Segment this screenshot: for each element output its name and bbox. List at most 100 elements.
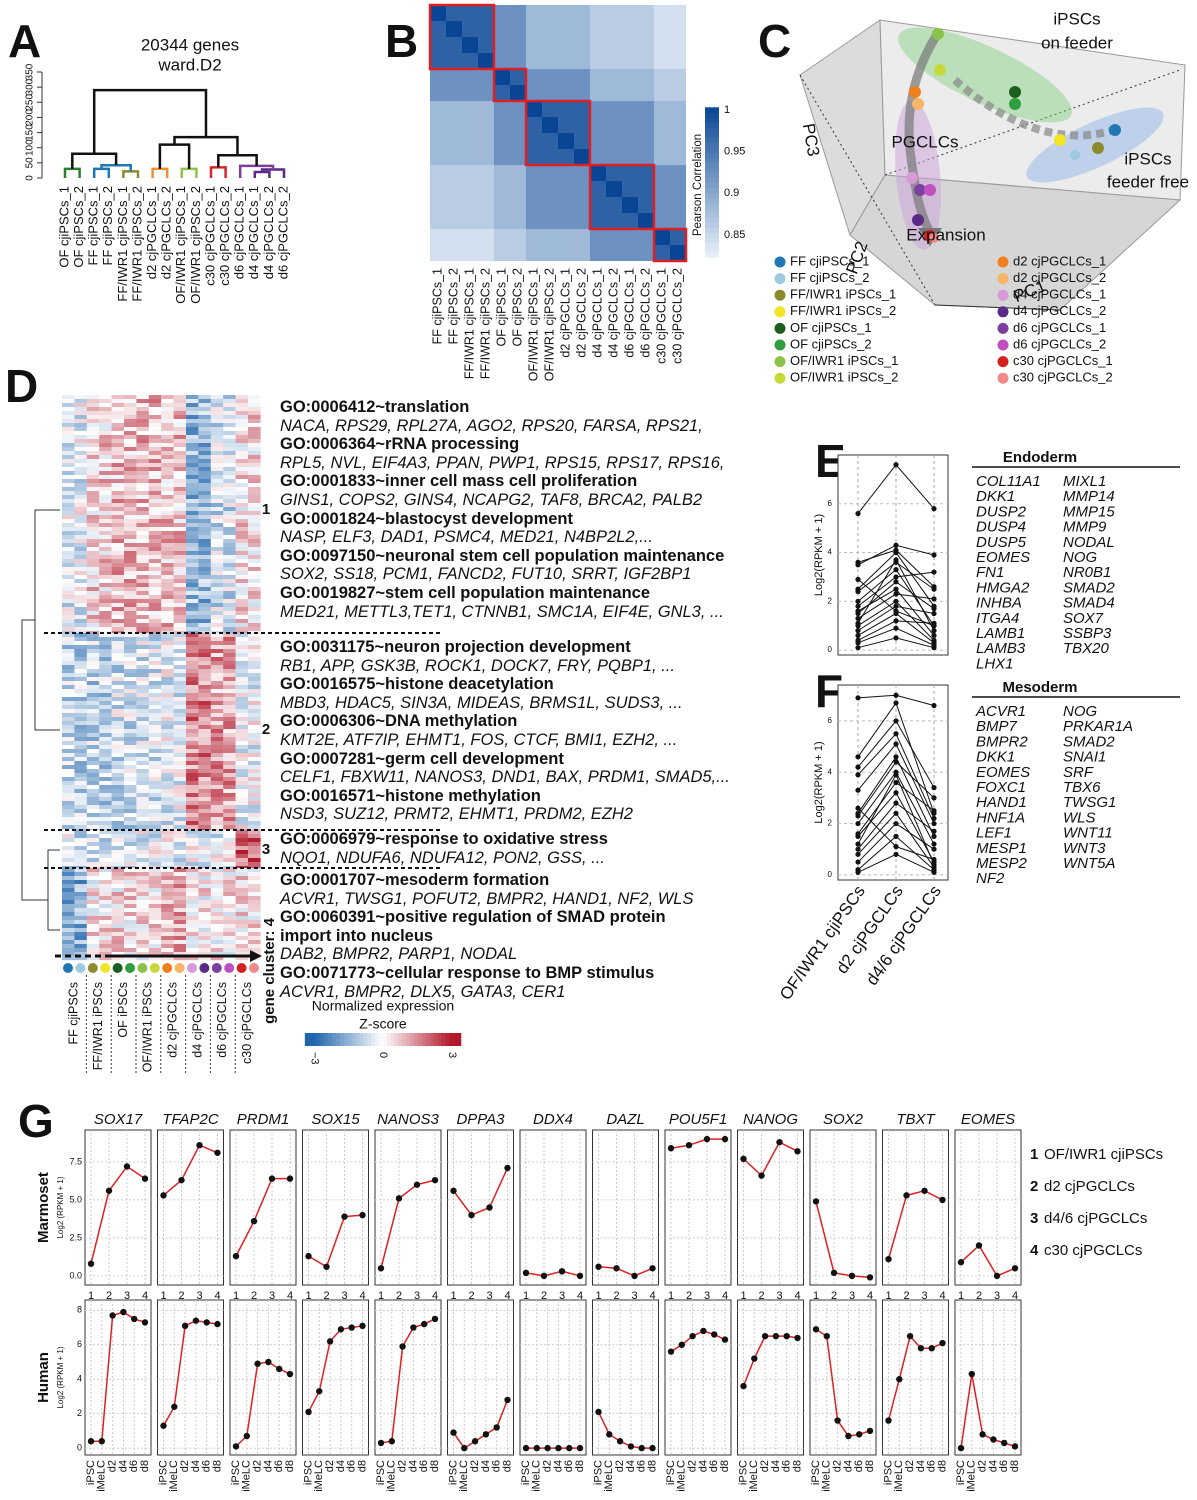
- heatmap-cell: [223, 697, 236, 702]
- heatmap-cell: [62, 579, 75, 584]
- heatmap-cell: [74, 884, 87, 889]
- heatmap-cell: [136, 854, 149, 859]
- heatmap-cell: [124, 435, 137, 440]
- trend-line: [525, 1270, 581, 1277]
- heatmap-cell: [173, 785, 187, 790]
- heatmap-cell: [186, 555, 199, 560]
- heatmap-cell: [161, 701, 174, 706]
- heatmap-cell: [62, 519, 75, 524]
- heatmap-cell: [161, 645, 174, 650]
- heatmap-cell: [223, 862, 236, 867]
- plot-frame: [447, 1129, 514, 1286]
- heatmap-cell: [62, 459, 75, 464]
- expression-point: [493, 1424, 500, 1431]
- heatmap-cell: [173, 527, 187, 532]
- colorbar-step: [355, 1033, 360, 1046]
- heatmap-cell: [161, 623, 174, 628]
- x-tick-label: iMeLC: [168, 1460, 180, 1492]
- heatmap-cell: [111, 527, 125, 532]
- heatmap-cell: [148, 567, 162, 572]
- sample-label: d6 cjPGCLCs: [215, 982, 229, 1058]
- heatmap-cell: [86, 623, 100, 628]
- heatmap-cell: [86, 669, 100, 674]
- heatmap-cell: [99, 451, 112, 456]
- heatmap-cell: [148, 471, 162, 476]
- trend-line: [742, 1141, 798, 1177]
- heatmap-cell: [86, 645, 100, 650]
- colorbar-step: [386, 1033, 392, 1046]
- expression-point: [685, 1141, 693, 1149]
- y-tick-label: 0: [77, 1442, 82, 1452]
- heatmap-cell: [186, 483, 199, 488]
- heatmap-cell: [74, 797, 87, 802]
- plot-frame: [84, 1299, 152, 1456]
- heatmap-cell: [86, 435, 100, 440]
- heatmap-cell: [74, 765, 87, 770]
- heatmap-cell: [210, 789, 224, 794]
- heatmap-cell: [111, 689, 125, 694]
- heatmap-cell: [235, 611, 249, 616]
- x-tick-label: 4: [214, 1290, 220, 1302]
- heatmap-cell: [173, 665, 187, 670]
- heatmap-cell: [136, 495, 149, 500]
- heatmap-cell: [223, 936, 236, 941]
- gene-point: [893, 586, 899, 592]
- table-header: Endoderm: [1003, 449, 1077, 466]
- heatmap-cell: [111, 551, 125, 556]
- heatmap-cell: [235, 916, 249, 921]
- heatmap-cell: [74, 825, 87, 830]
- heatmap-cell: [99, 415, 112, 420]
- heatmap-cell: [198, 543, 211, 548]
- x-tick-label: 2: [323, 1290, 329, 1302]
- heatmap-cell: [161, 439, 174, 444]
- heatmap-cell: [148, 912, 162, 917]
- x-tick-label: iMeLC: [748, 1460, 760, 1492]
- heatmap-cell: [161, 575, 174, 580]
- heatmap-cell: [173, 459, 187, 464]
- heatmap-cell: [186, 677, 199, 682]
- heatmap-cell: [86, 920, 100, 925]
- heatmap-cell: [74, 904, 87, 909]
- heatmap-cell: [111, 821, 125, 826]
- heatmap-cell: [478, 181, 494, 197]
- heatmap-cell: [235, 952, 249, 957]
- heatmap-cell: [111, 571, 125, 576]
- heatmap-cell: [223, 817, 236, 822]
- heatmap-cell: [446, 5, 462, 21]
- heatmap-cell: [235, 579, 249, 584]
- heatmap-cell: [210, 547, 224, 552]
- heatmap-cell: [161, 657, 174, 662]
- heatmap-cell: [223, 587, 236, 592]
- heatmap-cell: [124, 615, 137, 620]
- heatmap-cell: [223, 399, 236, 404]
- heatmap-cell: [248, 479, 261, 484]
- heatmap-cell: [186, 741, 199, 746]
- colorbar-step: [705, 182, 719, 188]
- heatmap-cell: [223, 539, 236, 544]
- heatmap-cell: [622, 165, 638, 181]
- heatmap-cell: [74, 531, 87, 536]
- heatmap-cell: [542, 197, 558, 213]
- heatmap-cell: [148, 765, 162, 770]
- heatmap-cell: [670, 229, 686, 245]
- heatmap-cell: [161, 944, 174, 949]
- heatmap-cell: [198, 611, 211, 616]
- heatmap-cell: [86, 956, 100, 961]
- heatmap-cell: [235, 451, 249, 456]
- heatmap-cell: [210, 479, 224, 484]
- heatmap-cell: [161, 888, 174, 893]
- heatmap-cell: [111, 543, 125, 548]
- colorbar-step: [705, 122, 719, 128]
- heatmap-cell: [62, 685, 75, 690]
- heatmap-cell: [235, 463, 249, 468]
- heatmap-cell: [161, 884, 174, 889]
- heatmap-cell: [74, 523, 87, 528]
- heatmap-cell: [198, 673, 211, 678]
- heatmap-cell: [526, 213, 542, 229]
- heatmap-cell: [478, 229, 494, 245]
- heatmap-cell: [462, 213, 478, 229]
- gene-point: [893, 810, 899, 816]
- heatmap-cell: [124, 777, 137, 782]
- heatmap-cell: [198, 830, 211, 835]
- heatmap-cell: [111, 936, 125, 941]
